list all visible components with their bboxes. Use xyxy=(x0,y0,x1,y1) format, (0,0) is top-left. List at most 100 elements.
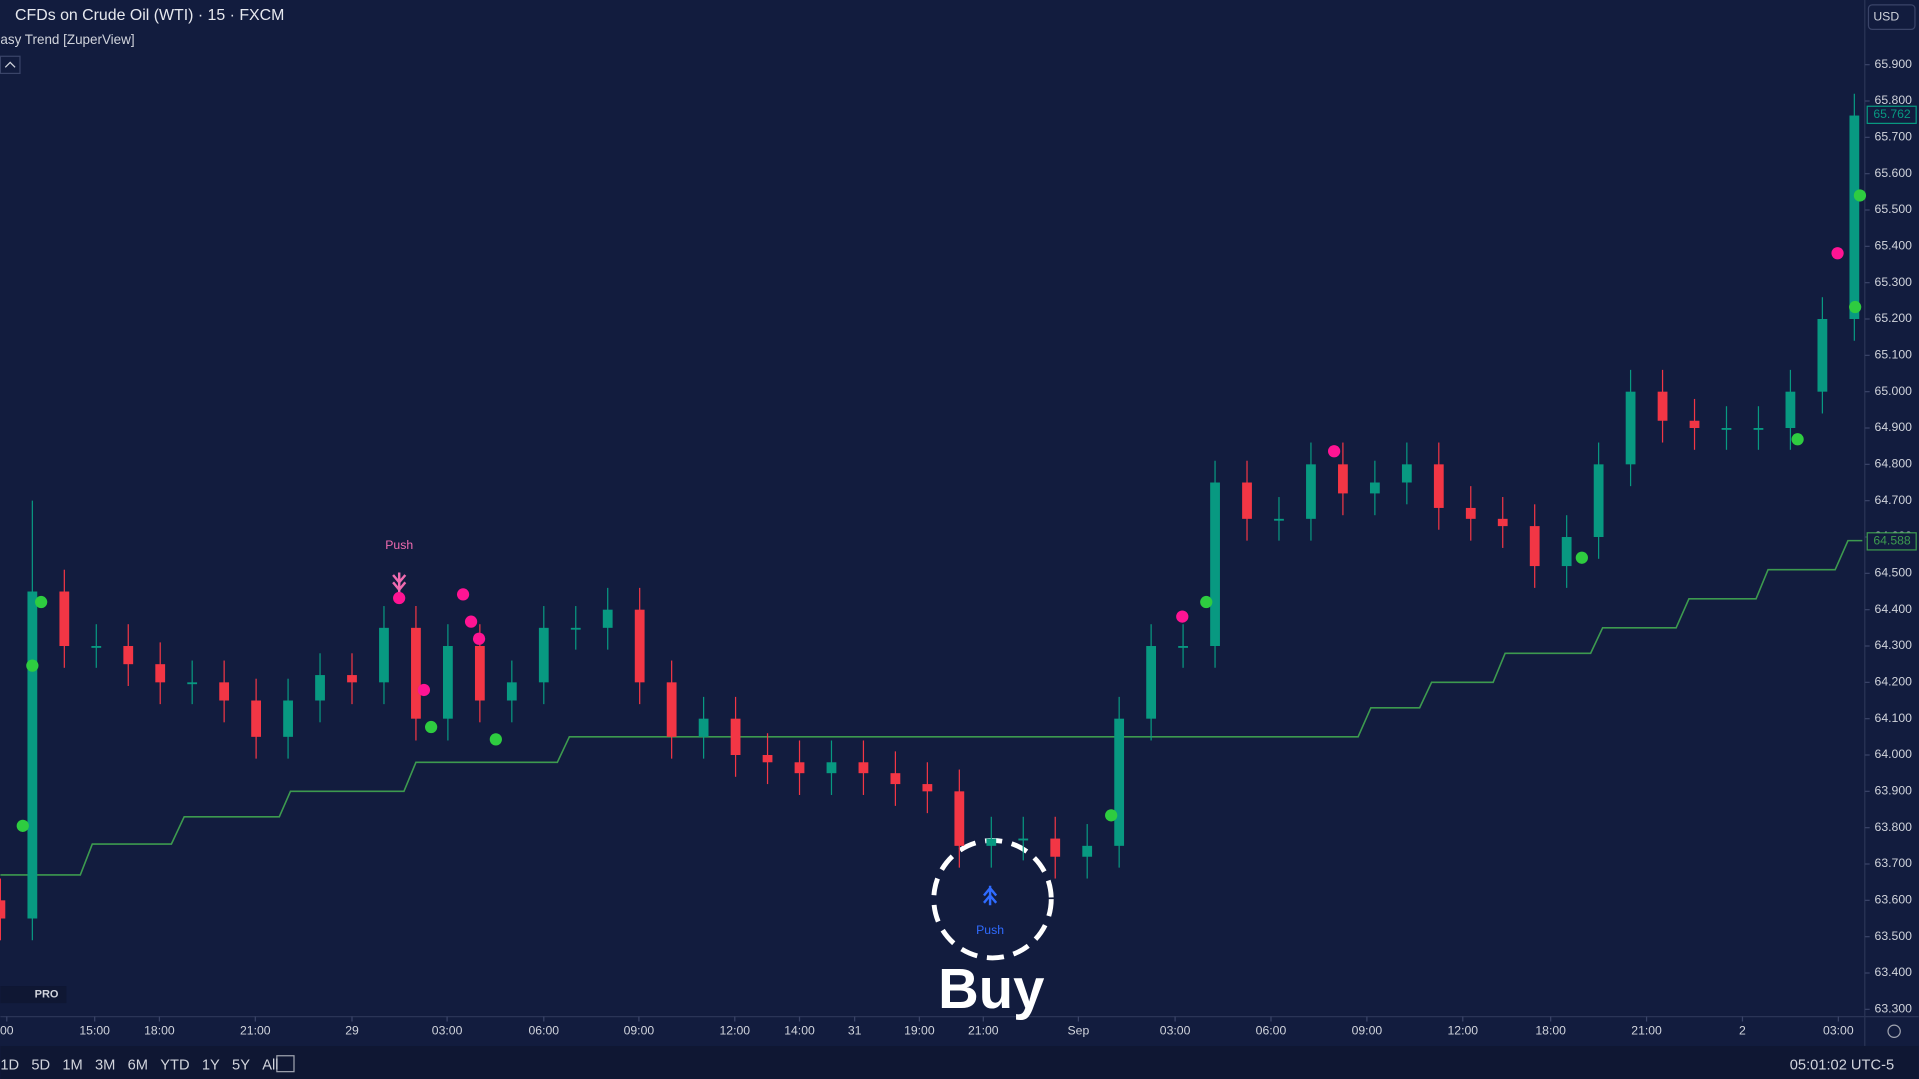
candle-body xyxy=(1657,391,1668,421)
settings-icon[interactable] xyxy=(1887,1024,1901,1039)
bottom-toolbar xyxy=(0,1045,1919,1079)
x-tick-label: 18:00 xyxy=(1535,1024,1566,1038)
y-tick-label: 64.500 xyxy=(1875,566,1913,580)
y-tick-label: 64.200 xyxy=(1875,675,1913,689)
candle-body xyxy=(1242,482,1252,519)
range-button[interactable]: 6M xyxy=(128,1057,148,1073)
candle-body xyxy=(187,682,198,685)
signal-dot xyxy=(16,819,29,832)
candle-body xyxy=(379,627,389,683)
y-tick-label: 65.700 xyxy=(1875,130,1913,144)
y-tick-label: 64.800 xyxy=(1875,457,1913,471)
buy-arrow xyxy=(983,885,998,906)
x-tick-label: 03:00 xyxy=(1160,1024,1191,1038)
x-tick-label: 15:00 xyxy=(79,1024,110,1038)
candle-body xyxy=(1721,428,1732,430)
y-tick-label: 64.100 xyxy=(1875,711,1913,725)
candle-body xyxy=(1018,838,1029,841)
range-button[interactable]: YTD xyxy=(160,1057,189,1073)
signal-dot xyxy=(456,588,470,601)
candle-body xyxy=(506,682,517,701)
y-tick-label: 65.900 xyxy=(1875,57,1913,71)
buy-label: Buy xyxy=(938,957,1044,1020)
candle-body xyxy=(602,609,613,628)
x-tick-label: 21:00 xyxy=(240,1024,271,1038)
range-button[interactable]: 3M xyxy=(95,1057,115,1073)
y-tick-label: 63.600 xyxy=(1875,893,1913,907)
candle-body xyxy=(1114,718,1125,846)
signal-dot xyxy=(1328,445,1341,458)
signal-dot xyxy=(35,595,48,609)
candle-body xyxy=(1753,428,1764,430)
candle-body xyxy=(283,700,293,737)
candle-body xyxy=(1785,391,1796,429)
candle-body xyxy=(1817,319,1828,392)
candle-body xyxy=(1369,482,1380,494)
signal-dot xyxy=(1575,551,1588,564)
y-tick-label: 65.100 xyxy=(1875,348,1913,362)
x-tick-label: 29 xyxy=(345,1024,359,1038)
y-tick-label: 63.700 xyxy=(1875,856,1913,870)
candle-body xyxy=(1306,464,1316,519)
collapse-button[interactable] xyxy=(0,55,21,75)
y-tick-label: 64.900 xyxy=(1875,420,1913,434)
y-tick-label: 64.000 xyxy=(1875,747,1913,761)
candle-body xyxy=(1210,482,1220,647)
currency-button[interactable] xyxy=(1867,4,1916,30)
candle-body xyxy=(1625,391,1636,465)
price-tag-label: 65.762 xyxy=(1873,107,1911,121)
y-tick-label: 64.300 xyxy=(1875,638,1913,652)
candle-body xyxy=(1338,464,1348,494)
candle-body xyxy=(634,609,645,683)
sell-arrow xyxy=(392,572,407,593)
y-tick-label: 64.400 xyxy=(1875,602,1913,616)
signal-dot xyxy=(424,720,438,734)
x-tick-label: 19:00 xyxy=(904,1024,935,1038)
candle-body xyxy=(1689,420,1700,429)
candle-body xyxy=(666,682,677,737)
candle-body xyxy=(155,664,166,683)
range-button[interactable]: 5D xyxy=(31,1057,50,1073)
range-button[interactable]: 1D xyxy=(0,1057,19,1073)
candle-body xyxy=(826,762,837,774)
x-tick-label: 00 xyxy=(0,1024,14,1038)
candle-body xyxy=(922,784,933,792)
x-tick-label: 12:00 xyxy=(719,1024,750,1038)
candle-body xyxy=(730,718,741,756)
candle-body xyxy=(762,755,773,763)
y-tick-label: 65.000 xyxy=(1875,384,1913,398)
signal-dot xyxy=(1176,610,1189,623)
range-button[interactable]: 1Y xyxy=(202,1057,220,1073)
candle-body xyxy=(1401,464,1412,483)
candle-body xyxy=(1050,838,1061,857)
candle-body xyxy=(59,591,70,647)
candle-body xyxy=(1497,518,1508,527)
x-tick-label: 21:00 xyxy=(1631,1024,1662,1038)
signal-dot xyxy=(1831,247,1844,260)
signal-dot xyxy=(472,632,486,645)
candle-body xyxy=(315,675,325,701)
signal-dot xyxy=(489,733,502,746)
candle-body xyxy=(123,646,134,665)
range-button[interactable]: All xyxy=(262,1057,278,1073)
signal-dot xyxy=(464,615,478,628)
date-range-icon[interactable] xyxy=(276,1055,295,1073)
x-tick-label: 03:00 xyxy=(432,1024,463,1038)
range-button[interactable]: 5Y xyxy=(232,1057,250,1073)
range-button[interactable]: 1M xyxy=(62,1057,82,1073)
candle-body xyxy=(1274,518,1284,521)
candle-body xyxy=(858,762,869,774)
y-tick-label: 64.700 xyxy=(1875,493,1913,507)
y-tick-label: 65.400 xyxy=(1875,239,1913,253)
candle-body xyxy=(347,675,357,683)
price-tag xyxy=(1866,105,1917,124)
y-tick-label: 63.800 xyxy=(1875,820,1913,834)
candle-body xyxy=(1082,845,1093,857)
x-tick-label: 2 xyxy=(1739,1024,1746,1038)
y-tick-label: 65.500 xyxy=(1875,202,1913,216)
signal-dot xyxy=(1791,433,1804,446)
x-tick-label: 12:00 xyxy=(1447,1024,1478,1038)
signal-dot xyxy=(1849,300,1862,314)
x-tick-label: 21:00 xyxy=(968,1024,999,1038)
